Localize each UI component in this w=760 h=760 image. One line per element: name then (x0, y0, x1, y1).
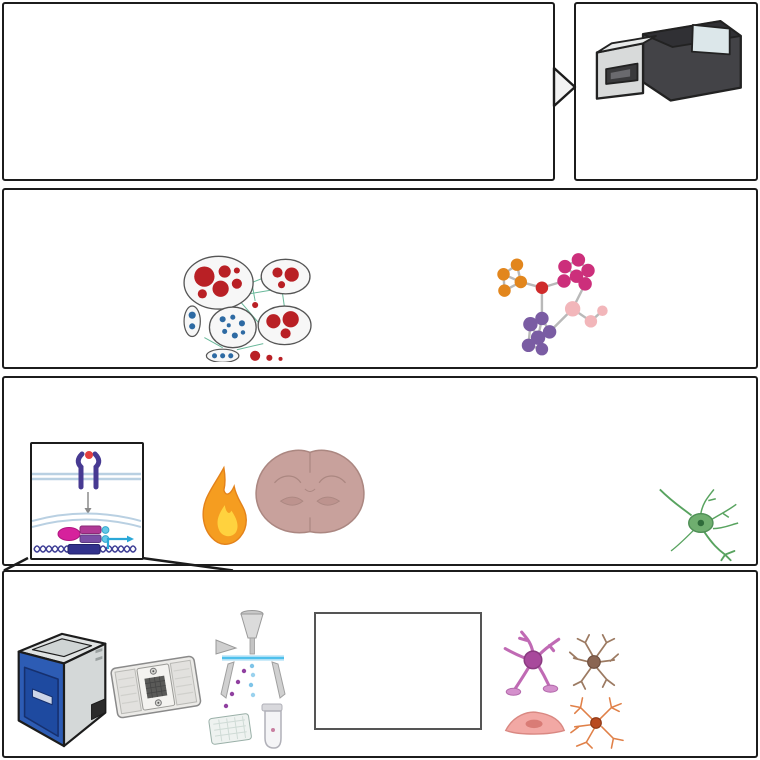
female-symbol (226, 62, 290, 172)
meta-analysis-illustration (618, 232, 756, 358)
analysis-panel (2, 188, 758, 369)
neuron-illustration (659, 488, 739, 562)
neutrophil-infiltration-illustration (422, 438, 587, 566)
zoom-callout-lines (3, 556, 234, 572)
astrocyte-cell-icon (568, 634, 620, 690)
sequencing-panel (574, 2, 758, 181)
heatmap-illustration (16, 264, 164, 334)
orange-neuron-icon (570, 697, 624, 749)
brain-section-illustration (255, 449, 365, 534)
stat1-node (79, 525, 102, 534)
transcription-arrow (106, 537, 129, 549)
droplets (223, 663, 256, 709)
qpcr-instrument-icon (17, 632, 107, 748)
mouse-aged-stroke (392, 44, 492, 164)
facs-sorter-icon (208, 610, 286, 749)
gene-set-enrichment-illustration (183, 255, 312, 362)
cohort-panel (2, 2, 555, 181)
flow-arrow-icon (552, 66, 577, 108)
ifn-pathway-diagram (30, 442, 144, 560)
endothelial-cell-icon (504, 711, 566, 735)
stat2-node (79, 534, 102, 543)
ifn-ligand-icon (85, 451, 93, 459)
protein-levels-bar-chart (636, 622, 751, 734)
mouse-aged-naive (284, 44, 384, 164)
phospho-icon (101, 526, 110, 534)
cell-type-deconvolution-illustration (316, 252, 486, 364)
isre-node (67, 544, 101, 555)
receptor-chain (75, 451, 85, 490)
irf9-node (57, 527, 81, 541)
microglia-cell-icon (503, 630, 561, 696)
network-analysis-illustration (497, 253, 608, 356)
methods-panel (2, 570, 758, 758)
cell-profiles-illustration (502, 628, 632, 750)
mouse-young-naive (16, 44, 116, 164)
microfluidic-chip-icon (110, 655, 202, 719)
sequencer-icon (595, 20, 742, 102)
time-course-chart (314, 612, 482, 730)
flame-icon (202, 465, 247, 545)
interaction-panel (2, 376, 758, 566)
mouse-young-stroke (122, 44, 222, 164)
